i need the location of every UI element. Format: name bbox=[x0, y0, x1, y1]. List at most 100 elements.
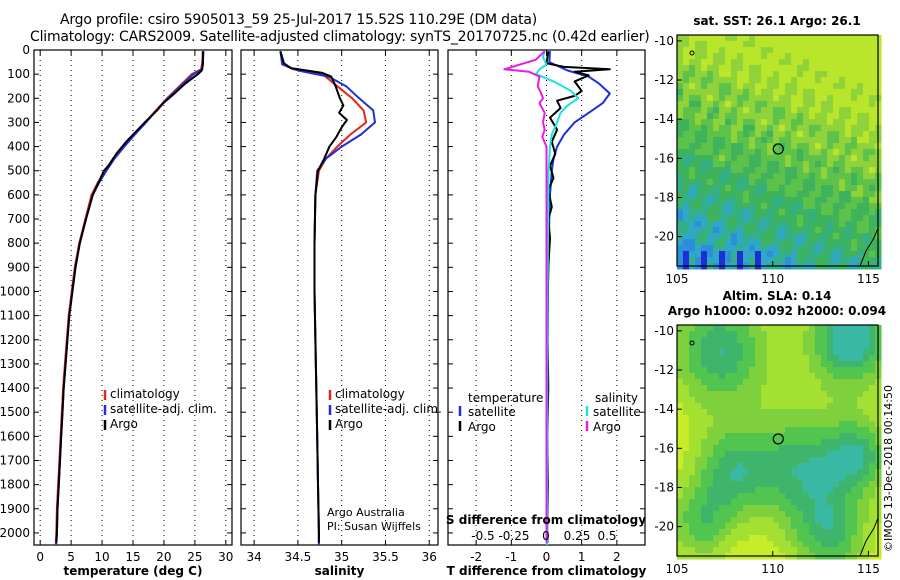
sst-cell bbox=[821, 95, 828, 102]
sla-cell bbox=[761, 427, 768, 434]
sla-cell bbox=[719, 547, 726, 554]
sst-cell bbox=[695, 35, 702, 42]
sla-cell bbox=[773, 451, 780, 458]
sla-cell bbox=[689, 541, 696, 548]
sst-cell bbox=[713, 137, 720, 144]
sla-cell bbox=[695, 415, 702, 422]
sst-cell bbox=[695, 257, 702, 264]
sst-cell bbox=[839, 173, 846, 180]
sst-cell bbox=[863, 203, 870, 210]
sla-cell bbox=[809, 361, 816, 368]
sst-cell bbox=[761, 239, 768, 246]
sst-cell bbox=[785, 239, 792, 246]
sst-cell bbox=[851, 77, 858, 84]
sst-cell bbox=[767, 59, 774, 66]
sst-cell bbox=[803, 101, 810, 108]
sla-cell bbox=[857, 325, 864, 332]
sla-cell bbox=[827, 439, 834, 446]
sst-cell bbox=[863, 149, 870, 156]
sst-cell bbox=[827, 149, 834, 156]
sst-cell bbox=[857, 245, 864, 252]
sla-cell bbox=[713, 517, 720, 524]
sst-cell bbox=[779, 77, 786, 84]
sla-cell bbox=[797, 439, 804, 446]
sst-cell bbox=[791, 173, 798, 180]
sst-cell bbox=[701, 131, 708, 138]
sla-cell bbox=[731, 343, 738, 350]
sla-cell bbox=[677, 343, 684, 350]
sla-cell bbox=[755, 541, 762, 548]
sst-cell bbox=[695, 71, 702, 78]
sla-cell bbox=[737, 505, 744, 512]
sst-cell bbox=[719, 89, 726, 96]
sst-cell bbox=[833, 173, 840, 180]
sst-cell bbox=[731, 119, 738, 126]
sst-cell bbox=[797, 71, 804, 78]
sst-cell bbox=[713, 239, 720, 246]
sla-cell bbox=[683, 433, 690, 440]
sst-cell bbox=[845, 125, 852, 132]
sst-cell bbox=[821, 239, 828, 246]
sla-cell bbox=[821, 409, 828, 416]
sla-cell bbox=[833, 331, 840, 338]
sla-cell bbox=[701, 415, 708, 422]
sla-cell bbox=[791, 397, 798, 404]
sst-cell bbox=[839, 227, 846, 234]
sst-cell bbox=[683, 89, 690, 96]
sla-cell bbox=[773, 349, 780, 356]
sla-cell bbox=[701, 493, 708, 500]
sst-cell bbox=[857, 41, 864, 48]
sst-cell bbox=[731, 101, 738, 108]
sla-cell bbox=[767, 385, 774, 392]
sst-cell bbox=[863, 233, 870, 240]
sla-cell bbox=[809, 397, 816, 404]
sla-cell bbox=[773, 457, 780, 464]
sst-cell bbox=[809, 53, 816, 60]
sst-cell bbox=[707, 245, 714, 252]
sst-cell bbox=[797, 191, 804, 198]
sla-cell bbox=[749, 511, 756, 518]
sst-cell bbox=[809, 227, 816, 234]
sla-cell bbox=[779, 373, 786, 380]
sla-cell bbox=[851, 379, 858, 386]
sst-cell bbox=[689, 221, 696, 228]
sla-cell bbox=[767, 325, 774, 332]
sla-cell bbox=[695, 373, 702, 380]
sla-cell bbox=[713, 439, 720, 446]
sst-cell bbox=[725, 77, 732, 84]
sst-cell bbox=[749, 191, 756, 198]
sla-cell bbox=[779, 343, 786, 350]
sla-cell bbox=[839, 451, 846, 458]
sst-cell bbox=[749, 143, 756, 150]
sla-cell bbox=[683, 547, 690, 554]
sla-cell bbox=[683, 529, 690, 536]
sla-cell bbox=[755, 505, 762, 512]
sla-cell bbox=[815, 529, 822, 536]
sst-cell bbox=[833, 41, 840, 48]
sla-cell bbox=[833, 493, 840, 500]
sst-cell bbox=[755, 83, 762, 90]
sst-cell bbox=[785, 47, 792, 54]
sst-cell bbox=[827, 101, 834, 108]
sla-cell bbox=[809, 541, 816, 548]
sst-cell bbox=[773, 107, 780, 114]
sst-cell bbox=[683, 209, 690, 216]
sst-cell bbox=[743, 215, 750, 222]
sla-cell bbox=[803, 517, 810, 524]
sla-cell bbox=[851, 475, 858, 482]
sla-cell bbox=[809, 505, 816, 512]
sst-cell bbox=[731, 125, 738, 132]
sst-cell bbox=[731, 47, 738, 54]
sst-cell bbox=[713, 89, 720, 96]
sla-cell bbox=[845, 343, 852, 350]
sst-cell bbox=[863, 239, 870, 246]
sst-cell bbox=[797, 233, 804, 240]
sst-cell bbox=[851, 155, 858, 162]
sla-cell bbox=[815, 343, 822, 350]
sst-cell bbox=[701, 209, 708, 216]
sst-cell bbox=[815, 179, 822, 186]
sla-cell bbox=[767, 499, 774, 506]
sst-cell bbox=[755, 119, 762, 126]
sla-cell bbox=[767, 445, 774, 452]
sst-cell bbox=[791, 191, 798, 198]
